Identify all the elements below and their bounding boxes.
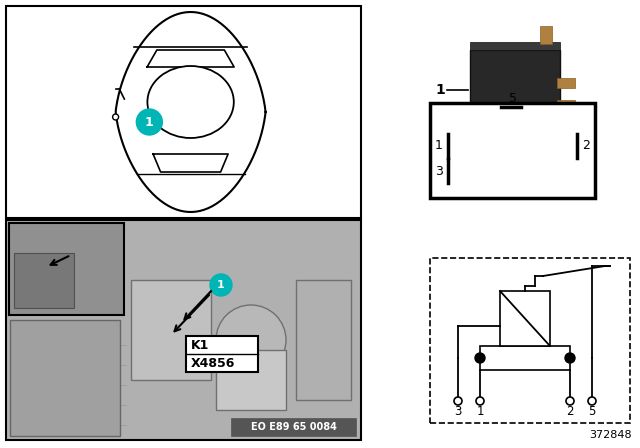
Text: 2: 2 [566, 405, 573, 418]
Bar [493, 129, 503, 145]
Circle shape [113, 114, 118, 120]
Bar [14, 253, 74, 308]
Circle shape [476, 397, 484, 405]
Bar [500, 291, 550, 346]
Bar [296, 280, 351, 400]
Text: 1: 1 [217, 280, 225, 290]
Text: 372848: 372848 [589, 430, 632, 440]
Polygon shape [147, 50, 234, 67]
Bar [6, 6, 361, 218]
Circle shape [588, 397, 596, 405]
Text: X4856: X4856 [191, 357, 236, 370]
Polygon shape [153, 154, 228, 172]
Circle shape [565, 353, 575, 363]
Bar [557, 78, 575, 88]
Text: 3: 3 [435, 165, 443, 178]
Bar [6, 220, 361, 440]
Circle shape [475, 353, 485, 363]
Bar [10, 320, 120, 436]
Text: EO E89 65 0084: EO E89 65 0084 [251, 422, 337, 432]
Bar [480, 346, 570, 370]
Bar [131, 280, 211, 380]
Circle shape [136, 109, 163, 135]
Bar [216, 350, 286, 410]
Bar [557, 100, 575, 110]
Bar [430, 258, 630, 423]
Bar [470, 42, 560, 50]
Text: K1: K1 [191, 339, 209, 352]
Text: 5: 5 [509, 92, 516, 105]
Text: 2: 2 [582, 139, 590, 152]
Circle shape [216, 305, 286, 375]
Circle shape [454, 397, 462, 405]
Bar [9, 223, 124, 315]
Bar [430, 103, 595, 198]
Bar [540, 26, 552, 44]
Text: 1: 1 [435, 83, 445, 97]
Circle shape [210, 274, 232, 296]
Circle shape [566, 397, 574, 405]
Text: 3: 3 [454, 405, 461, 418]
Bar [186, 336, 258, 372]
Bar [470, 50, 560, 130]
Text: 1: 1 [145, 116, 154, 129]
Bar [475, 129, 485, 145]
Text: 5: 5 [588, 405, 596, 418]
Bar [231, 418, 356, 436]
Text: 1: 1 [476, 405, 484, 418]
Ellipse shape [147, 66, 234, 138]
Text: 1: 1 [435, 139, 443, 152]
